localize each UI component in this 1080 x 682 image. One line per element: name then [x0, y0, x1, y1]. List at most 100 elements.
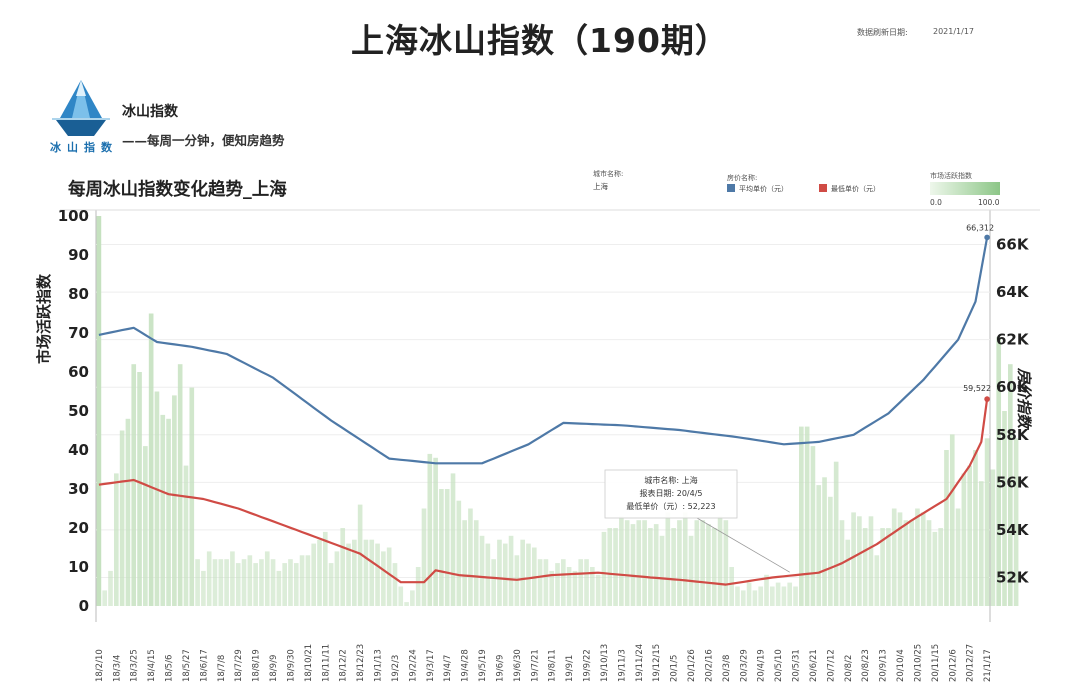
left-tick-label: 50 [68, 402, 89, 420]
legend-city-value: 上海 [593, 182, 608, 191]
activity-bar [595, 574, 601, 606]
logo-caption: 冰山指数 [50, 141, 118, 154]
x-tick-label: 18/12/23 [356, 644, 366, 682]
legend-min-swatch [819, 184, 827, 192]
activity-bar [659, 535, 665, 606]
right-tick-label: 62K [996, 331, 1030, 349]
x-tick-label: 20/10/25 [913, 644, 923, 682]
activity-bar [456, 500, 462, 606]
x-tick-label: 19/6/9 [495, 655, 505, 682]
legend-price-heading: 房价名称: [727, 174, 758, 182]
activity-bar [404, 602, 409, 606]
activity-bar [381, 551, 386, 606]
right-tick-label: 58K [996, 426, 1030, 444]
x-tick-label: 18/3/4 [112, 655, 122, 682]
activity-bar [148, 313, 154, 606]
activity-bar [491, 559, 496, 606]
activity-bar [108, 570, 113, 606]
min-end-label: 59,522 [963, 384, 991, 393]
x-tick-label: 19/9/1 [565, 655, 575, 682]
activity-bar [439, 489, 444, 606]
x-tick-label: 20/4/19 [757, 649, 767, 682]
activity-bar [990, 469, 996, 606]
x-tick-label: 19/2/3 [391, 655, 401, 682]
right-tick-label: 64K [996, 283, 1030, 301]
activity-bar [944, 450, 949, 606]
activity-bar [259, 559, 264, 606]
x-tick-label: 20/2/16 [704, 649, 714, 682]
activity-bar [195, 559, 200, 606]
activity-bar [740, 590, 746, 606]
avg-end-label: 66,312 [966, 223, 994, 232]
x-tick-label: 19/5/19 [478, 649, 488, 682]
activity-bar [833, 461, 839, 606]
right-tick-label: 54K [996, 521, 1030, 539]
activity-bar [688, 535, 694, 606]
x-tick-label: 19/10/13 [600, 644, 610, 682]
activity-bar [224, 559, 229, 606]
legend-activity-min: 0.0 [930, 198, 942, 207]
left-tick-label: 0 [79, 597, 89, 615]
x-tick-label: 20/1/5 [670, 655, 680, 682]
activity-bar [816, 485, 822, 606]
activity-bar [375, 543, 380, 606]
activity-bar [566, 567, 572, 606]
iceberg-icon [52, 80, 110, 136]
activity-bars [96, 216, 1019, 606]
legend-avg-label: 平均单价（元） [739, 185, 788, 193]
activity-bar [543, 559, 549, 606]
activity-bar [183, 465, 189, 606]
activity-bar [915, 508, 920, 606]
x-tick-label: 18/2/10 [95, 649, 105, 682]
activity-bar [909, 520, 914, 606]
activity-bar [561, 559, 566, 606]
activity-bar [700, 520, 705, 606]
right-tick-label: 66K [996, 236, 1030, 254]
activity-bar [288, 559, 293, 606]
x-tick-label: 18/4/15 [147, 649, 157, 682]
activity-bar [479, 535, 485, 606]
min-end-point [984, 396, 990, 402]
activity-bar [166, 418, 171, 606]
activity-bar [1002, 411, 1007, 606]
x-tick-label: 20/3/29 [739, 649, 749, 682]
activity-bar [131, 364, 137, 606]
activity-bar [584, 559, 589, 606]
x-tick-label: 20/3/8 [722, 655, 732, 682]
activity-bar [804, 426, 810, 606]
activity-bar [363, 539, 369, 606]
activity-bar [334, 551, 340, 606]
x-tick-label: 19/6/30 [513, 649, 523, 682]
activity-bar [723, 520, 729, 606]
avg-price-line [98, 237, 989, 465]
activity-bar [119, 430, 125, 606]
activity-bar [537, 559, 543, 606]
right-tick-label: 60K [996, 378, 1030, 396]
left-tick-label: 80 [68, 285, 89, 303]
activity-bar [485, 543, 491, 606]
activity-bar [357, 504, 363, 606]
activity-bar [891, 508, 897, 606]
right-tick-label: 56K [996, 473, 1030, 491]
activity-bar [607, 528, 613, 606]
activity-bar [828, 496, 833, 606]
x-tick-label: 20/5/10 [774, 649, 784, 682]
activity-bar [572, 570, 578, 606]
activity-bar [102, 590, 108, 606]
left-tick-label: 60 [68, 363, 89, 381]
chart-title: 每周冰山指数变化趋势_上海 [68, 180, 287, 200]
activity-bar [253, 563, 258, 606]
data-labels: 66,312 59,522 [963, 223, 994, 393]
x-tick-label: 19/11/3 [617, 649, 627, 682]
activity-bar [590, 567, 595, 606]
activity-bar [967, 465, 972, 606]
activity-bar [868, 516, 874, 606]
x-tick-label: 19/4/7 [443, 655, 453, 682]
activity-bar [822, 477, 827, 606]
activity-bar [415, 567, 421, 606]
x-tick-label: 21/1/17 [983, 649, 993, 682]
x-tick-label: 19/2/24 [408, 649, 418, 682]
activity-bar [729, 567, 734, 606]
activity-bar [973, 450, 978, 606]
activity-bar [247, 555, 253, 606]
